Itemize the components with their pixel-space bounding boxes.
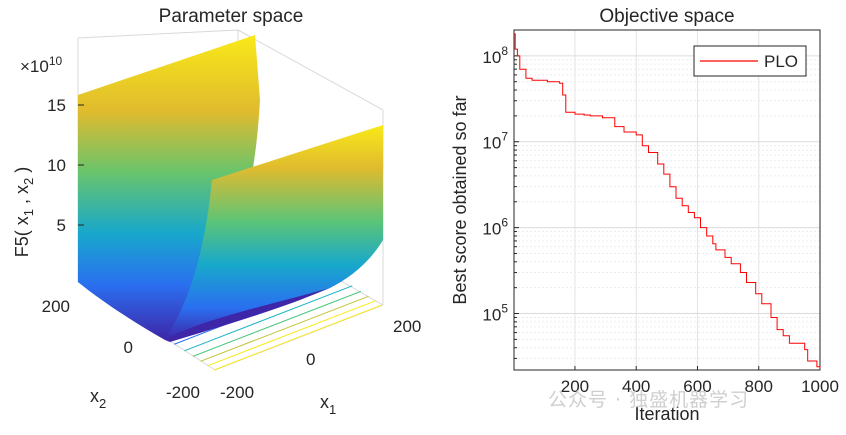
z-ticks: 5 10 15 — [47, 96, 84, 235]
x2-tick-label: -200 — [166, 383, 200, 402]
x-axis-label: Iteration — [634, 404, 699, 424]
x-tick-label: 400 — [622, 377, 650, 396]
x1-tick-label: 200 — [393, 317, 421, 336]
grid — [514, 29, 821, 370]
legend-label: PLO — [764, 52, 798, 71]
surface — [78, 35, 383, 342]
z-tick-label: 15 — [47, 96, 66, 115]
y-axis-label: Best score obtained so far — [450, 95, 470, 304]
x2-tick-label: 0 — [124, 338, 133, 357]
x2-axis-label: x2 — [90, 386, 106, 411]
surface-front-wall — [165, 125, 383, 340]
x1-tick-label: -200 — [220, 383, 254, 402]
y-tick-label: 107 — [482, 130, 508, 153]
contour-line — [200, 295, 369, 362]
surface-bottom — [165, 288, 330, 342]
axis-ticks: 200 400 600 800 1000 105 106 107 108 — [482, 29, 839, 396]
x1-axis-label: x1 — [320, 392, 336, 417]
contour-line — [213, 304, 383, 371]
x-tick-label: 800 — [745, 377, 773, 396]
contour-line — [192, 290, 362, 357]
y-tick-label: 105 — [482, 302, 508, 325]
x-tick-label: 200 — [561, 377, 589, 396]
objective-space-panel: Objective space 200 400 600 800 1000 105 106 10… — [430, 0, 846, 430]
parameter-space-panel: Parameter space ×1010 5 10 15 F5( x1 , x… — [12, 6, 421, 417]
plot-frame — [513, 29, 821, 371]
y-ticks: 200 0 -200 — [42, 297, 200, 402]
z-multiplier: ×1010 — [20, 54, 63, 76]
series — [514, 33, 821, 369]
parameter-space-title: Parameter space — [159, 6, 304, 27]
x2-tick-label: 200 — [42, 297, 70, 316]
x-tick-label: 600 — [683, 377, 711, 396]
legend: PLO — [693, 45, 807, 77]
series-line-plo — [514, 33, 821, 369]
objective-space-plot: Objective space 200 400 600 800 1000 105 106 10… — [450, 6, 839, 424]
objective-space-title: Objective space — [599, 6, 734, 27]
x-ticks: -200 0 200 — [220, 317, 421, 402]
y-tick-label: 106 — [482, 216, 508, 239]
z-axis-label: F5( x1 , x2 ) — [12, 167, 36, 258]
x-tick-label: 1000 — [801, 377, 839, 396]
watermark: 公众号 · 独盛机器学习 — [548, 389, 750, 411]
contour-line — [184, 285, 353, 352]
contour-line — [207, 300, 376, 367]
x1-tick-label: 0 — [306, 350, 315, 369]
y-tick-label: 108 — [482, 44, 508, 67]
parameter-space-plot: Parameter space ×1010 5 10 15 F5( x1 , x… — [12, 6, 421, 417]
z-tick-label: 10 — [47, 156, 66, 175]
z-tick-label: 5 — [57, 216, 66, 235]
